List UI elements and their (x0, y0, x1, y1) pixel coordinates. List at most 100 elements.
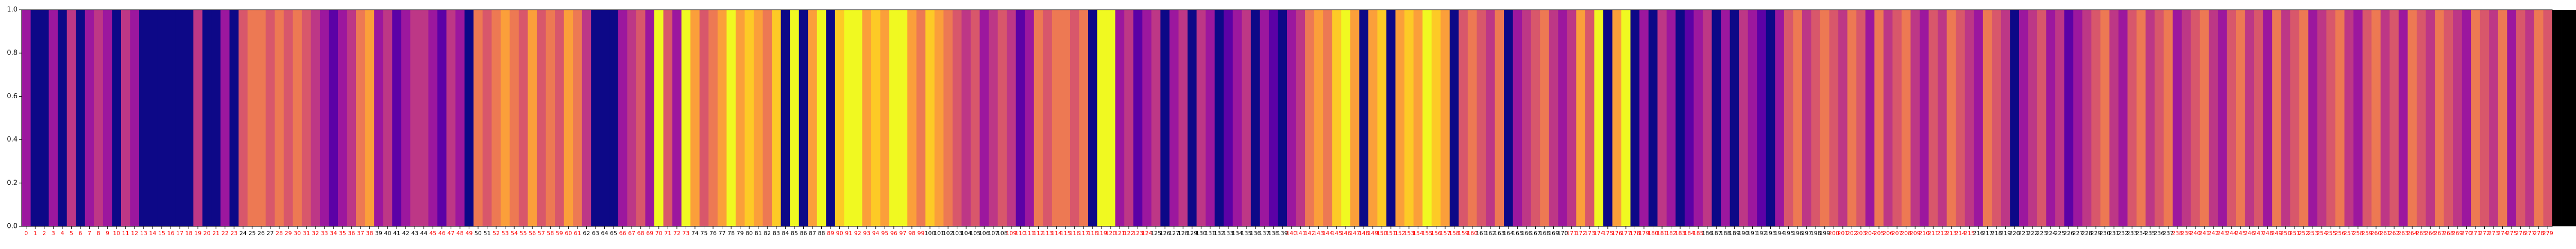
bar (1350, 10, 1360, 226)
x-tick-label: 143 (1313, 230, 1324, 237)
bar (1612, 10, 1622, 226)
x-tick-label: 101 (934, 230, 944, 237)
x-tick-label: 137 (1259, 230, 1270, 237)
x-tick-label: 129 (1187, 230, 1197, 237)
bar (510, 10, 519, 226)
x-tick-label: 102 (943, 230, 954, 237)
x-tick-label: 80 (745, 230, 753, 237)
bar (500, 10, 510, 226)
bar (1314, 10, 1324, 226)
bar (2055, 10, 2065, 226)
x-tick-label: 228 (2081, 230, 2092, 237)
x-tick-label: 45 (429, 230, 436, 237)
x-tick-label: 20 (204, 230, 211, 237)
x-tick-label: 18 (185, 230, 193, 237)
x-tick-label: 65 (610, 230, 617, 237)
x-tick-label: 131 (1205, 230, 1215, 237)
bar (1188, 10, 1197, 226)
x-tick-label: 255 (2326, 230, 2336, 237)
x-tick-label: 109 (1006, 230, 1016, 237)
x-tick-label: 206 (1883, 230, 1893, 237)
x-tick-label: 9 (106, 230, 109, 237)
bar (428, 10, 438, 226)
x-tick-label: 142 (1304, 230, 1315, 237)
x-tick-label: 92 (854, 230, 861, 237)
x-tick-label: 272 (2479, 230, 2490, 237)
bar (790, 10, 800, 226)
bar (329, 10, 338, 226)
x-tick-label: 70 (655, 230, 663, 237)
bar (1386, 10, 1396, 226)
bar (121, 10, 130, 226)
bar (536, 10, 546, 226)
x-tick-label: 15 (158, 230, 165, 237)
bar (528, 10, 537, 226)
x-tick-label: 84 (782, 230, 789, 237)
bar (1956, 10, 1965, 226)
x-tick-label: 134 (1232, 230, 1243, 237)
x-tick-label: 168 (1539, 230, 1550, 237)
x-tick-label: 211 (1928, 230, 1939, 237)
bar (2434, 10, 2444, 226)
x-tick-label: 250 (2280, 230, 2291, 237)
bar (2516, 10, 2526, 226)
x-tick-label: 8 (97, 230, 100, 237)
bar (311, 10, 320, 226)
x-tick-label: 44 (420, 230, 428, 237)
x-tick-label: 6 (79, 230, 82, 237)
x-tick-label: 186 (1702, 230, 1713, 237)
plot-frame (21, 9, 2553, 227)
x-tick-label: 193 (1765, 230, 1776, 237)
bar (726, 10, 736, 226)
bar (1748, 10, 1757, 226)
bar (717, 10, 727, 226)
x-tick-label: 14 (149, 230, 156, 237)
bar (943, 10, 953, 226)
x-tick-label: 88 (818, 230, 825, 237)
x-tick-label: 119 (1096, 230, 1107, 237)
x-tick-label: 207 (1892, 230, 1903, 237)
bar (1504, 10, 1513, 226)
x-tick-label: 271 (2470, 230, 2481, 237)
x-tick-label: 158 (1449, 230, 1460, 237)
y-tick-label: 0.4 (7, 136, 18, 144)
bar (365, 10, 375, 226)
bar (2471, 10, 2481, 226)
bar (1250, 10, 1260, 226)
bar (2217, 10, 2227, 226)
x-tick-label: 204 (1865, 230, 1875, 237)
bar (157, 10, 167, 226)
x-tick-label: 259 (2362, 230, 2372, 237)
x-tick-label: 23 (230, 230, 238, 237)
y-tick-label: 0.6 (7, 93, 18, 100)
x-tick-label: 145 (1331, 230, 1342, 237)
bar (1811, 10, 1821, 226)
bar (1422, 10, 1432, 226)
x-tick-label: 72 (673, 230, 681, 237)
x-tick-label: 196 (1792, 230, 1803, 237)
bar (2335, 10, 2345, 226)
bar (1856, 10, 1866, 226)
x-tick-label: 93 (863, 230, 870, 237)
x-tick-label: 170 (1557, 230, 1568, 237)
bar (1079, 10, 1089, 226)
x-tick-label: 174 (1594, 230, 1604, 237)
x-tick-label: 108 (997, 230, 1008, 237)
x-tick-label: 147 (1349, 230, 1360, 237)
bar (1007, 10, 1016, 226)
x-tick-label: 261 (2380, 230, 2391, 237)
y-tick-label: 0.2 (7, 179, 18, 187)
x-tick-label: 156 (1431, 230, 1442, 237)
x-tick-label: 273 (2488, 230, 2499, 237)
x-tick-label: 66 (619, 230, 626, 237)
x-tick-label: 185 (1693, 230, 1704, 237)
x-tick-label: 230 (2099, 230, 2110, 237)
x-tick-label: 34 (330, 230, 337, 237)
bar (600, 10, 609, 226)
bar (2444, 10, 2453, 226)
bar (2263, 10, 2273, 226)
bar (211, 10, 221, 226)
x-tick-label: 199 (1819, 230, 1830, 237)
x-tick-label: 175 (1602, 230, 1613, 237)
